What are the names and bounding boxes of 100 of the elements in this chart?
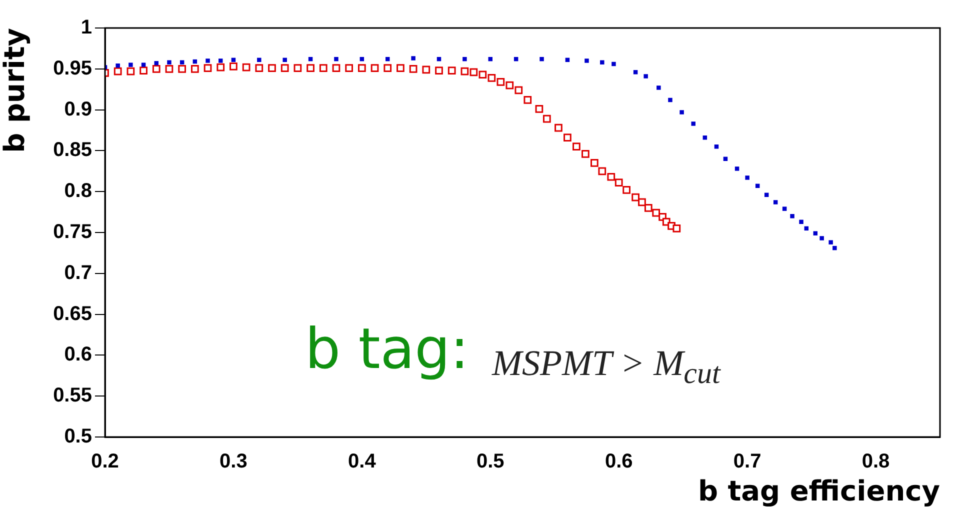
point	[255, 64, 264, 72]
point	[462, 56, 467, 62]
point	[782, 206, 787, 211]
point	[242, 63, 250, 72]
point	[564, 134, 572, 142]
point	[282, 58, 287, 62]
point	[506, 81, 514, 90]
point	[790, 214, 794, 218]
point	[384, 64, 392, 72]
point	[614, 178, 623, 187]
x-tick-label: 0.5	[476, 450, 504, 473]
point	[422, 66, 430, 74]
point	[598, 167, 606, 176]
point	[141, 62, 146, 67]
y-tick-label: 0.5	[64, 426, 92, 448]
point	[332, 64, 340, 72]
point	[691, 122, 696, 126]
y-tick-label: 0.7	[64, 262, 92, 284]
point	[607, 172, 616, 181]
y-tick-label: 0.65	[53, 302, 92, 325]
x-tick-label: 0.7	[733, 450, 762, 473]
point	[128, 62, 133, 67]
point	[230, 62, 238, 70]
point	[257, 58, 262, 62]
point	[638, 198, 646, 206]
y-tick-label: 0.6	[64, 344, 92, 366]
point	[590, 159, 598, 167]
point	[745, 176, 750, 180]
point	[633, 70, 638, 74]
point	[535, 105, 544, 113]
point	[680, 110, 684, 114]
point	[478, 70, 487, 79]
y-tick-label: 0.95	[53, 57, 92, 80]
x-tick-label: 0.8	[862, 450, 890, 473]
point	[460, 67, 469, 76]
x-axis-title: b tag efficiency	[698, 474, 940, 508]
point	[409, 64, 418, 73]
point	[306, 64, 314, 72]
point	[448, 66, 456, 74]
point	[496, 78, 505, 86]
point	[632, 193, 640, 202]
point	[799, 220, 804, 224]
point	[334, 56, 338, 62]
point	[668, 98, 672, 102]
point	[672, 224, 681, 232]
point	[622, 186, 630, 194]
point	[152, 64, 160, 73]
point	[773, 200, 778, 204]
y-tick-label: 0.9	[64, 98, 92, 120]
point	[178, 64, 186, 73]
point	[582, 150, 590, 158]
point	[542, 114, 551, 123]
point	[644, 74, 648, 78]
point	[828, 240, 833, 244]
point	[540, 56, 544, 62]
x-tick-label: 0.4	[348, 450, 377, 473]
point	[358, 64, 366, 72]
point	[584, 58, 589, 63]
y-tick-label: 0.85	[53, 139, 92, 162]
point	[396, 64, 404, 72]
point	[832, 246, 837, 250]
point	[488, 74, 496, 82]
point	[656, 86, 661, 90]
point	[470, 68, 478, 76]
point	[370, 64, 379, 72]
point	[600, 60, 604, 64]
point	[820, 236, 824, 240]
y-tick-label: 1	[80, 16, 92, 39]
point	[572, 142, 580, 151]
point	[345, 64, 354, 72]
point	[180, 60, 184, 64]
point	[218, 58, 223, 63]
x-tick-label: 0.6	[604, 450, 633, 473]
point	[644, 204, 652, 212]
point	[319, 64, 328, 72]
x-tick-label: 0.2	[91, 450, 119, 473]
y-tick-label: 0.55	[53, 384, 92, 407]
y-tick-label: 0.75	[53, 221, 92, 244]
point	[554, 124, 562, 132]
point	[216, 63, 225, 72]
point	[154, 61, 159, 66]
point	[524, 96, 532, 104]
point	[204, 64, 212, 72]
y-axis-title: b purity	[0, 28, 32, 153]
point	[126, 67, 135, 76]
point	[114, 67, 122, 76]
point	[206, 58, 210, 63]
point	[435, 66, 443, 74]
point	[280, 64, 289, 72]
point	[734, 166, 740, 171]
point	[268, 64, 276, 72]
point	[813, 231, 818, 236]
point	[167, 60, 172, 64]
point	[190, 64, 199, 73]
point	[165, 64, 174, 73]
point	[514, 86, 523, 94]
y-tick-label: 0.8	[64, 180, 92, 202]
annotation: b tag:	[305, 317, 470, 382]
point	[652, 208, 660, 217]
x-tick-label: 0.3	[220, 450, 248, 473]
